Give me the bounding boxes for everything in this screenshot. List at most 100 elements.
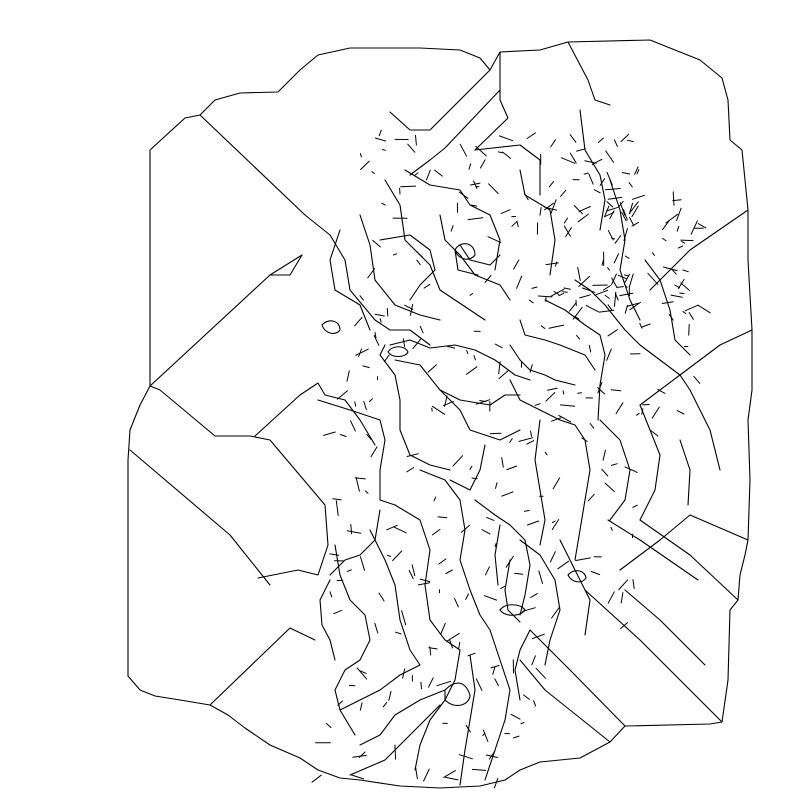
- edge-fragment: [406, 467, 415, 473]
- channel-w4: [404, 169, 501, 271]
- channel-w1: [329, 234, 431, 346]
- edge-fragment: [611, 277, 618, 289]
- edge-fragment: [606, 206, 619, 212]
- edge-fragment: [434, 169, 443, 177]
- edge-fragment: [513, 259, 520, 270]
- edge-fragment: [641, 408, 644, 415]
- lower-channel-4: [329, 509, 381, 576]
- edge-fragment: [481, 529, 491, 535]
- edge-fragment: [597, 387, 605, 395]
- edge-fragment: [563, 217, 568, 224]
- edge-fragment: [579, 294, 591, 299]
- edge-fragment: [408, 569, 414, 580]
- edge-fragment: [470, 204, 478, 207]
- channel-w5: [439, 214, 511, 301]
- edge-fragment: [634, 166, 639, 175]
- edge-fragment: [631, 205, 639, 218]
- midbelt-8: [574, 279, 681, 376]
- edge-fragment: [479, 400, 487, 403]
- edge-fragment: [359, 702, 363, 711]
- edge-fragment: [471, 768, 487, 771]
- edge-fragment: [550, 199, 557, 214]
- edge-fragment: [445, 569, 453, 574]
- edge-fragment: [641, 323, 651, 328]
- edge-fragment: [440, 622, 446, 635]
- edge-fragment: [489, 432, 502, 435]
- edge-fragment: [626, 139, 634, 143]
- edge-fragment: [415, 134, 417, 146]
- midbelt-6: [519, 319, 596, 371]
- edge-fragment: [386, 308, 389, 317]
- edge-fragment: [395, 631, 402, 635]
- edge-fragment: [495, 482, 498, 489]
- edge-fragment: [354, 316, 363, 327]
- channel-w2: [359, 214, 441, 321]
- edge-fragment: [585, 304, 600, 313]
- loop-2: [321, 320, 341, 334]
- dash-fragments: [311, 129, 711, 789]
- edge-fragment: [677, 279, 685, 289]
- edge-fragment: [484, 275, 492, 283]
- edge-fragment: [411, 564, 416, 577]
- edge-fragment: [606, 201, 614, 208]
- lower-channel-8: [559, 539, 591, 636]
- edge-fragment: [578, 206, 591, 213]
- edge-fragment: [516, 275, 523, 289]
- east-ridge: [679, 374, 721, 471]
- edge-fragment: [606, 348, 612, 361]
- edge-fragment: [358, 348, 362, 357]
- edge-fragment: [562, 291, 568, 293]
- edge-fragment: [547, 387, 558, 391]
- edge-fragment: [518, 437, 534, 442]
- edge-fragment: [458, 641, 461, 649]
- east-branch-7: [534, 419, 546, 546]
- edge-fragment: [628, 182, 633, 188]
- edge-fragment: [494, 543, 497, 548]
- edge-fragment: [677, 245, 684, 249]
- edge-fragment: [360, 160, 370, 170]
- south-fan-6: [339, 664, 421, 711]
- edge-fragment: [587, 493, 595, 502]
- edge-fragment: [531, 633, 545, 640]
- edge-fragment: [359, 556, 365, 571]
- south-fan-8: [514, 629, 531, 701]
- outer-boundary: [127, 39, 753, 789]
- edge-fragment: [588, 173, 594, 185]
- edge-fragment: [350, 524, 353, 535]
- edge-fragment: [423, 768, 430, 782]
- edge-fragment: [393, 526, 407, 534]
- edge-fragment: [668, 314, 674, 321]
- edge-fragment: [500, 209, 511, 215]
- edge-fragment: [362, 365, 370, 369]
- edge-fragment: [628, 201, 639, 214]
- edge-fragment: [530, 593, 538, 598]
- edge-fragment: [676, 207, 682, 221]
- edge-fragment: [607, 329, 618, 337]
- edge-fragment: [392, 253, 398, 256]
- edge-fragment: [350, 420, 356, 432]
- edge-fragment: [582, 287, 596, 293]
- edge-fragment: [510, 713, 521, 720]
- west-contour-c: [254, 382, 326, 437]
- edge-fragment: [494, 678, 499, 687]
- midbelt-9: [509, 379, 586, 441]
- edge-fragment: [558, 292, 565, 297]
- edge-fragment: [560, 189, 567, 197]
- edge-fragment: [414, 172, 419, 176]
- edge-fragment: [355, 476, 360, 492]
- edge-fragment: [358, 751, 366, 758]
- edge-fragment: [551, 606, 560, 619]
- edge-fragment: [537, 295, 553, 298]
- edge-fragment: [657, 388, 666, 394]
- edge-fragment: [437, 516, 448, 519]
- edge-fragment: [661, 301, 674, 304]
- edge-fragment: [522, 607, 536, 612]
- edge-fragment: [550, 139, 556, 148]
- edge-fragment: [617, 274, 628, 280]
- edge-fragment: [599, 178, 606, 186]
- edge-fragment: [354, 477, 366, 480]
- edge-fragment: [593, 189, 601, 194]
- edge-fragment: [337, 700, 344, 706]
- edge-fragment: [552, 477, 561, 490]
